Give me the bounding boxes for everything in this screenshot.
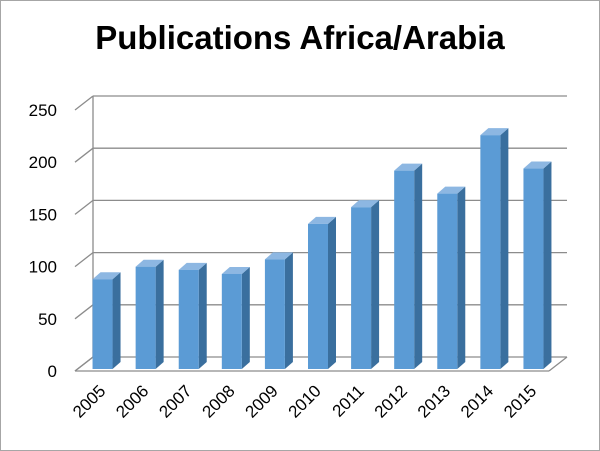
y-tick-label: 200 xyxy=(29,153,57,172)
bar-front xyxy=(178,269,199,369)
chart-title: Publications Africa/Arabia xyxy=(95,19,505,56)
bar-front xyxy=(437,193,458,369)
bar-top xyxy=(437,186,466,194)
bar-side xyxy=(543,161,552,369)
bar xyxy=(221,266,250,369)
bar-side xyxy=(155,259,164,369)
bar-side xyxy=(112,272,121,369)
bar-side xyxy=(500,128,509,369)
bar xyxy=(308,216,336,369)
y-tick-label: 250 xyxy=(29,101,57,120)
bar-top xyxy=(178,262,207,270)
bar-front xyxy=(221,273,242,369)
y-tick-label: 100 xyxy=(29,258,57,277)
bar-side xyxy=(198,262,207,369)
bar-top xyxy=(92,272,121,280)
x-tick-label: 2008 xyxy=(198,381,238,421)
bar-front xyxy=(308,223,328,369)
gridline-depth xyxy=(74,147,94,163)
x-tick-label: 2015 xyxy=(500,381,540,421)
bar-top xyxy=(264,252,293,260)
x-tick-label: 2012 xyxy=(371,381,411,421)
bar-side xyxy=(284,252,293,369)
y-tick-label: 50 xyxy=(38,310,57,329)
bar-side xyxy=(457,186,466,369)
floor-edge xyxy=(548,356,568,372)
bar-top xyxy=(480,128,509,136)
bar-top xyxy=(221,266,250,274)
bar-front xyxy=(394,170,415,369)
bar-front xyxy=(264,259,285,369)
bar xyxy=(394,163,423,369)
bar-front xyxy=(92,279,113,369)
gridline-depth xyxy=(74,95,94,111)
x-tick-label: 2005 xyxy=(69,381,109,421)
bar xyxy=(135,259,164,369)
bar xyxy=(351,200,380,369)
gridline-depth xyxy=(74,304,94,320)
bar-front xyxy=(480,135,501,369)
x-tick-label: 2010 xyxy=(285,381,325,421)
bar-front xyxy=(351,207,372,369)
bar-front xyxy=(135,266,156,369)
bar-top xyxy=(308,216,336,224)
gridline-depth xyxy=(74,199,94,215)
bar xyxy=(178,262,207,369)
x-tick-label: 2011 xyxy=(329,381,368,420)
bar-top xyxy=(351,200,380,208)
x-tick-label: 2007 xyxy=(155,381,195,421)
bar-top xyxy=(523,161,552,169)
bar xyxy=(437,186,466,369)
bar xyxy=(92,272,121,369)
bar-top xyxy=(394,163,423,171)
bar-side xyxy=(328,216,336,369)
bar-side xyxy=(414,163,423,369)
bar-front xyxy=(523,168,544,369)
x-tick-label: 2013 xyxy=(414,381,454,421)
y-tick-label: 0 xyxy=(48,362,57,381)
x-tick-label: 2006 xyxy=(112,381,152,421)
gridline-depth xyxy=(74,252,94,268)
bar xyxy=(480,128,509,369)
bar xyxy=(523,161,552,369)
gridline-depth xyxy=(74,356,94,372)
bar xyxy=(264,252,293,369)
bar-side xyxy=(241,266,250,369)
x-tick-label: 2014 xyxy=(457,381,497,421)
bar-top xyxy=(135,259,164,267)
bar-side xyxy=(371,200,380,369)
x-tick-label: 2009 xyxy=(242,381,282,421)
y-tick-label: 150 xyxy=(29,205,57,224)
axis-wall xyxy=(74,96,94,372)
